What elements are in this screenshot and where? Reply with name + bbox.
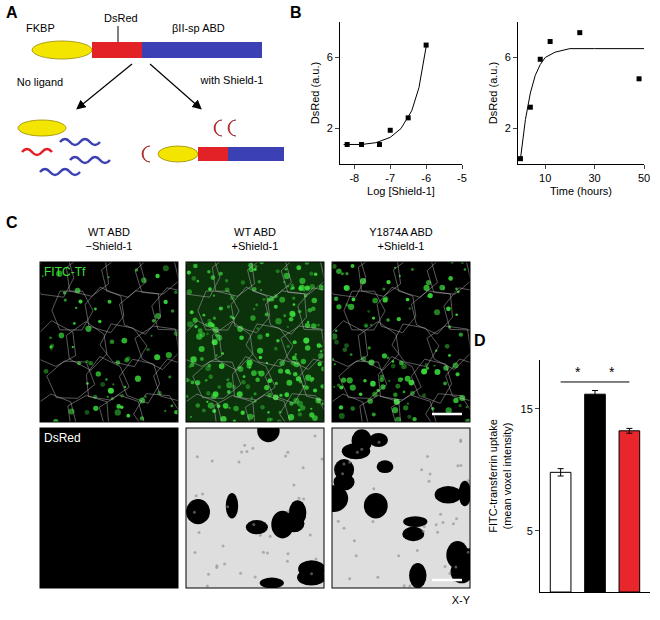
svg-text:FKBP: FKBP <box>26 22 55 34</box>
svg-text:*: * <box>575 364 581 380</box>
svg-text:30: 30 <box>588 172 600 184</box>
svg-text:WT ABD−Shield-1: WT ABD−Shield-1 <box>86 226 133 252</box>
svg-text:βII-sp ABD: βII-sp ABD <box>172 22 225 34</box>
svg-text:5: 5 <box>527 525 533 537</box>
svg-text:DsRed: DsRed <box>44 431 81 445</box>
svg-text:No ligand: No ligand <box>17 76 63 88</box>
svg-text:WT ABD+Shield-1: WT ABD+Shield-1 <box>232 226 279 252</box>
svg-text:A: A <box>6 4 18 21</box>
svg-text:DsRed (a.u.): DsRed (a.u.) <box>309 62 321 124</box>
svg-text:10: 10 <box>539 172 551 184</box>
svg-text:DsRed (a.u.): DsRed (a.u.) <box>487 62 499 124</box>
svg-text:6: 6 <box>505 51 511 63</box>
svg-text:-6: -6 <box>421 172 431 184</box>
svg-text:-7: -7 <box>385 172 395 184</box>
svg-text:Y1874A ABD+Shield-1: Y1874A ABD+Shield-1 <box>369 226 433 252</box>
svg-text:C: C <box>6 214 18 231</box>
svg-text:-8: -8 <box>349 172 359 184</box>
svg-text:2: 2 <box>505 122 511 134</box>
svg-text:FITC-Tf: FITC-Tf <box>44 265 86 279</box>
svg-text:50: 50 <box>638 172 650 184</box>
svg-text:with Shield-1: with Shield-1 <box>200 74 264 86</box>
svg-text:15: 15 <box>521 403 533 415</box>
svg-text:2: 2 <box>327 122 333 134</box>
svg-text:-5: -5 <box>457 172 467 184</box>
svg-text:Time (hours): Time (hours) <box>550 185 612 197</box>
svg-text:B: B <box>290 4 302 21</box>
svg-text:FITC-transferrin uptake(mean v: FITC-transferrin uptake(mean voxel inten… <box>487 419 513 533</box>
svg-text:D: D <box>474 332 486 349</box>
svg-text:Log [Shield-1]: Log [Shield-1] <box>367 185 435 197</box>
svg-text:DsRed: DsRed <box>104 12 138 24</box>
svg-text:X-Y: X-Y <box>452 594 471 606</box>
svg-text:6: 6 <box>327 51 333 63</box>
svg-text:*: * <box>609 364 615 380</box>
